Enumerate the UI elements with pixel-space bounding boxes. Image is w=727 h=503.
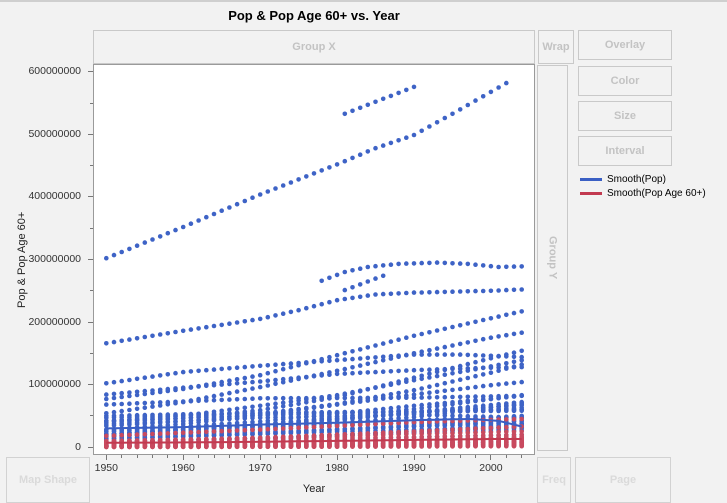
drop-zone-page-label: Page — [609, 474, 637, 486]
tick-mark — [321, 455, 323, 458]
tick-mark — [521, 455, 523, 458]
scatter-canvas[interactable] — [94, 65, 534, 454]
drop-zone-group-y[interactable]: Group Y — [537, 65, 568, 451]
tick-mark — [167, 455, 169, 458]
tick-mark — [259, 455, 261, 460]
tick-mark — [428, 455, 430, 458]
drop-zone-freq[interactable]: Freq — [537, 457, 571, 503]
tick-mark — [228, 455, 230, 458]
plot-area[interactable] — [93, 64, 535, 455]
drop-zone-wrap[interactable]: Wrap — [538, 30, 574, 64]
tick-mark — [367, 455, 369, 458]
tick-mark — [213, 455, 215, 458]
tick-label: 200000000 — [28, 315, 81, 328]
drop-zone-freq-label: Freq — [542, 474, 566, 486]
pop-points — [104, 80, 524, 449]
tick-mark — [351, 455, 353, 458]
graph-title: Pop & Pop Age 60+ vs. Year — [228, 8, 400, 23]
tick-mark — [198, 455, 200, 458]
drop-zone-color-label: Color — [610, 75, 640, 87]
tick-label: 1980 — [325, 462, 349, 474]
tick-mark — [90, 227, 93, 229]
tick-mark — [413, 455, 415, 460]
tick-mark — [290, 455, 292, 458]
drop-zone-wrap-label: Wrap — [542, 41, 570, 53]
tick-mark — [398, 455, 400, 458]
tick-mark — [182, 455, 184, 460]
tick-label: 1950 — [94, 462, 118, 474]
tick-mark — [459, 455, 461, 458]
tick-mark — [305, 455, 307, 458]
tick-mark — [244, 455, 246, 458]
legend-item-smooth-age60[interactable]: Smooth(Pop Age 60+) — [580, 186, 706, 200]
tick-mark — [90, 165, 93, 167]
drop-zone-interval-label: Interval — [605, 145, 645, 157]
tick-label: 1970 — [248, 462, 272, 474]
y-axis-title: Pop & Pop Age 60+ — [16, 211, 28, 308]
drop-zone-group-x-label: Group X — [292, 41, 336, 53]
tick-mark — [90, 415, 93, 417]
drop-zone-group-x[interactable]: Group X — [93, 30, 535, 64]
drop-zone-map-shape-label: Map Shape — [18, 474, 78, 486]
drop-zone-page[interactable]: Page — [575, 457, 671, 503]
tick-label: 1960 — [171, 462, 195, 474]
drop-zone-color[interactable]: Color — [578, 66, 672, 96]
tick-label: 2000 — [479, 462, 503, 474]
tick-label: 0 — [75, 440, 81, 453]
tick-label: 100000000 — [28, 378, 81, 391]
tick-mark — [121, 455, 123, 458]
legend-label: Smooth(Pop) — [607, 173, 666, 185]
tick-mark — [88, 196, 93, 198]
drop-zone-interval[interactable]: Interval — [578, 136, 672, 166]
drop-zone-size-label: Size — [613, 110, 636, 122]
tick-mark — [88, 71, 93, 73]
x-axis-title: Year — [302, 483, 326, 495]
tick-mark — [382, 455, 384, 458]
tick-mark — [136, 455, 138, 458]
drop-zone-overlay[interactable]: Overlay — [578, 30, 672, 60]
tick-mark — [336, 455, 338, 460]
smooth-age60-line-swatch — [580, 191, 602, 195]
tick-label: 400000000 — [28, 190, 81, 203]
tick-mark — [88, 446, 93, 448]
tick-label: 1990 — [402, 462, 426, 474]
tick-mark — [475, 455, 477, 458]
drop-zone-map-shape[interactable]: Map Shape — [6, 457, 90, 503]
tick-label: 300000000 — [28, 253, 81, 265]
drop-zone-size[interactable]: Size — [578, 101, 672, 131]
smooth-pop-line-swatch — [580, 177, 602, 181]
tick-label: 600000000 — [28, 65, 81, 78]
drop-zone-overlay-label: Overlay — [604, 39, 646, 51]
drop-zone-group-y-label: Group Y — [546, 236, 559, 280]
smooth-pop-line — [106, 418, 522, 430]
tick-mark — [151, 455, 153, 458]
tick-mark — [90, 290, 93, 292]
tick-mark — [490, 455, 492, 460]
tick-label: 500000000 — [28, 127, 81, 140]
tick-mark — [275, 455, 277, 458]
tick-mark — [88, 384, 93, 386]
tick-mark — [88, 259, 93, 260]
tick-mark — [105, 455, 107, 460]
tick-mark — [505, 455, 507, 458]
tick-mark — [88, 133, 93, 135]
tick-mark — [444, 455, 446, 458]
legend: Smooth(Pop) Smooth(Pop Age 60+) — [580, 172, 706, 200]
legend-label: Smooth(Pop Age 60+) — [607, 187, 706, 199]
tick-mark — [88, 321, 93, 323]
tick-mark — [90, 102, 93, 104]
tick-mark — [90, 352, 93, 354]
smooth-age60-line — [106, 438, 522, 444]
legend-item-smooth-pop[interactable]: Smooth(Pop) — [580, 172, 706, 186]
